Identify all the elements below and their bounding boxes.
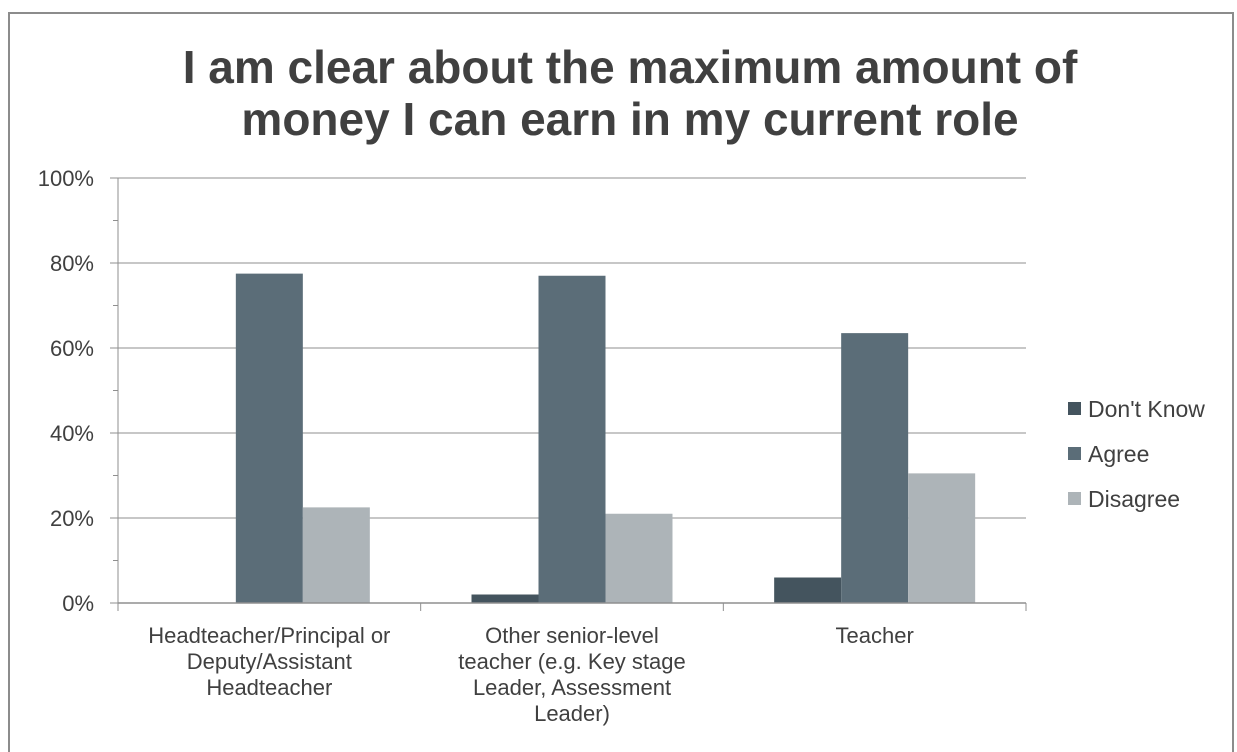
legend: Don't Know Agree Disagree	[1068, 396, 1205, 512]
x-category-label-line: Other senior-level	[485, 623, 659, 648]
legend-swatch	[1068, 492, 1081, 505]
legend-swatch	[1068, 447, 1081, 460]
y-tick-label: 100%	[38, 166, 94, 191]
x-category-label: Other senior-level teacher (e.g. Key stag…	[458, 623, 685, 726]
bar-don-t-know	[471, 594, 539, 603]
x-category-label-line: Leader)	[534, 701, 610, 726]
y-tick-label: 80%	[50, 251, 94, 276]
bar-disagree	[605, 513, 673, 603]
chart-title: I am clear about the maximum amount of m…	[183, 41, 1078, 145]
x-category-label: Headteacher/Principal or Deputy/Assistant…	[148, 623, 390, 700]
bar-don-t-know	[774, 577, 842, 603]
y-tick-label: 20%	[50, 506, 94, 531]
y-tick-labels: 0% 20% 40% 60% 80% 100%	[38, 166, 94, 616]
legend-label: Disagree	[1088, 486, 1180, 512]
axes	[110, 177, 1027, 611]
chart-title-line-2: money I can earn in my current role	[241, 93, 1018, 145]
x-category-label-line: Headteacher/Principal or	[148, 623, 390, 648]
x-category-label-line: Leader, Assessment	[473, 675, 671, 700]
chart-frame	[8, 12, 1234, 752]
bars	[235, 273, 976, 603]
legend-label: Agree	[1088, 441, 1149, 467]
x-category-label-line: Teacher	[836, 623, 914, 648]
x-category-label-line: teacher (e.g. Key stage	[458, 649, 685, 674]
bar-agree	[538, 275, 606, 603]
legend-swatch	[1068, 402, 1081, 415]
bar-agree	[841, 333, 909, 603]
x-category-labels: Headteacher/Principal or Deputy/Assistant…	[148, 623, 914, 726]
bar-agree	[235, 273, 303, 603]
x-category-label-line: Headteacher	[206, 675, 332, 700]
y-tick-label: 0%	[62, 591, 94, 616]
y-tick-label: 60%	[50, 336, 94, 361]
y-tick-label: 40%	[50, 421, 94, 446]
legend-label: Don't Know	[1088, 396, 1205, 422]
chart-title-line-1: I am clear about the maximum amount of	[183, 41, 1078, 93]
bar-disagree	[302, 507, 370, 603]
bar-disagree	[908, 473, 976, 603]
x-category-label-line: Deputy/Assistant	[187, 649, 352, 674]
x-category-label: Teacher	[836, 623, 914, 648]
